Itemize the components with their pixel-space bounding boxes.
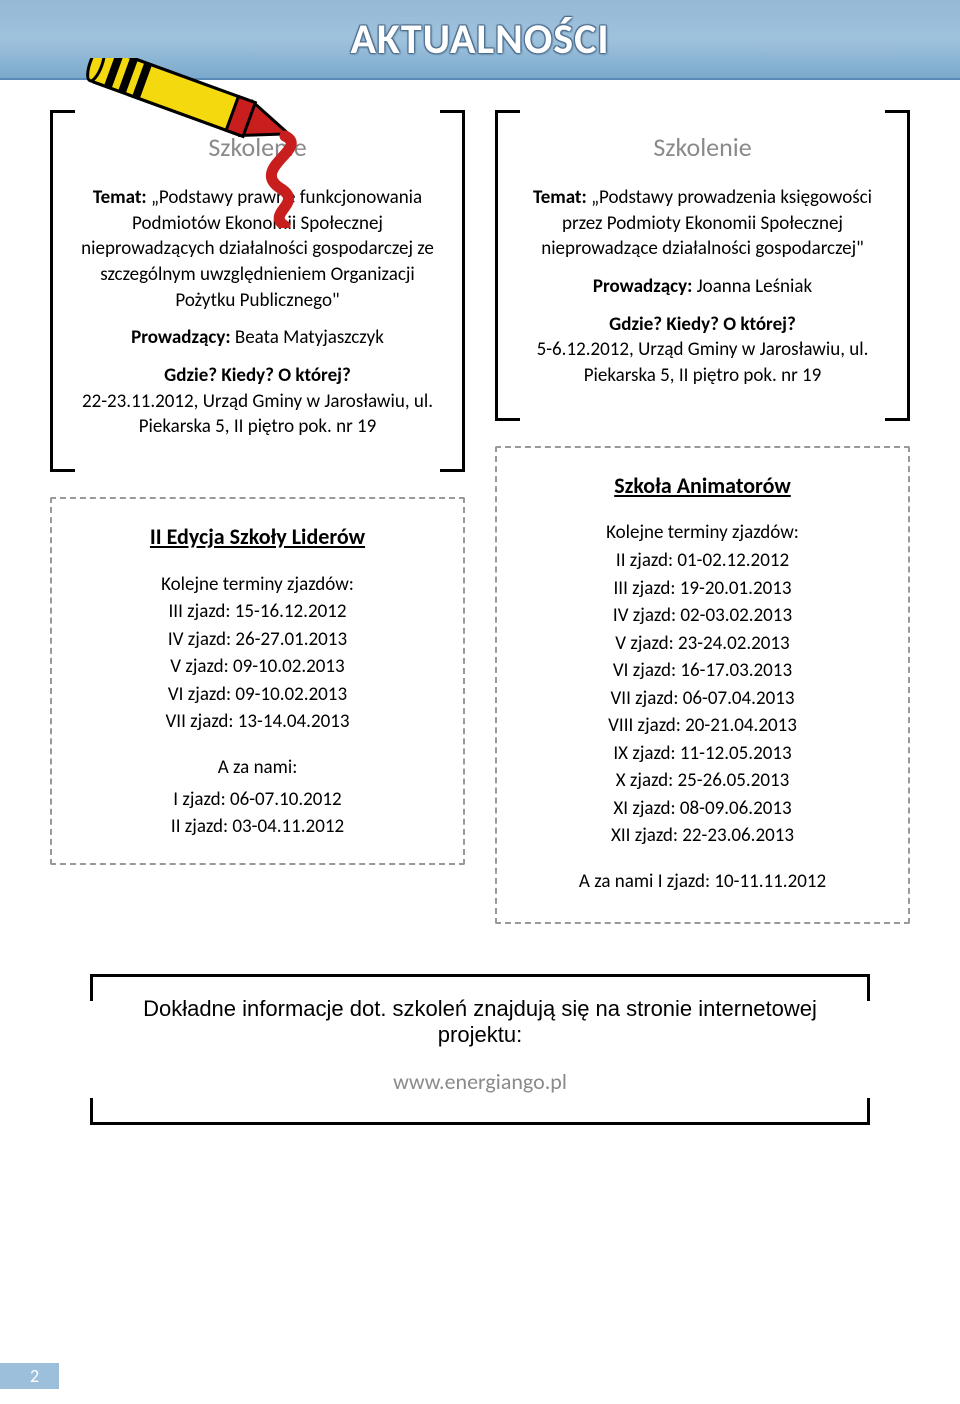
left-where: Gdzie? Kiedy? O której? 22-23.11.2012, U… [72,363,443,440]
page-title: AKTUALNOŚCI [350,14,609,65]
left-schedule-intro: Kolejne terminy zjazdów: [70,571,445,599]
right-subtitle: Szkolenie [517,130,888,165]
right-topic-text: „Podstawy prowadzenia księgowości przez … [541,186,872,260]
schedule-line: V zjazd: 09-10.02.2013 [70,653,445,681]
left-schedule-title: II Edycja Szkoły Liderów [70,521,445,553]
right-schedule-title: Szkoła Animatorów [515,470,890,502]
header-bar: AKTUALNOŚCI [0,0,960,80]
right-topic-label: Temat: [533,186,587,209]
right-presenter: Prowadzący: Joanna Leśniak [517,274,888,300]
schedule-line: X zjazd: 25-26.05.2013 [515,767,890,795]
schedule-line: IV zjazd: 02-03.02.2013 [515,602,890,630]
content-columns: Szkolenie Temat: „Podstawy prawne funkcj… [0,80,960,934]
left-column: Szkolenie Temat: „Podstawy prawne funkcj… [50,110,465,924]
right-where-text: 5-6.12.2012, Urząd Gminy w Jarosławiu, u… [537,338,869,387]
left-training-box: Szkolenie Temat: „Podstawy prawne funkcj… [50,110,465,472]
schedule-line: VI zjazd: 16-17.03.2013 [515,657,890,685]
left-topic-label: Temat: [93,186,147,209]
right-where-label: Gdzie? Kiedy? O której? [517,312,888,338]
schedule-line: VI zjazd: 09-10.02.2013 [70,681,445,709]
left-presenter-name: Beata Matyjaszczyk [235,326,384,349]
right-topic: Temat: „Podstawy prowadzenia księgowości… [517,185,888,262]
footer-note: Dokładne informacje dot. szkoleń znajduj… [90,974,870,1125]
schedule-line: VIII zjazd: 20-21.04.2013 [515,712,890,740]
schedule-line: VII zjazd: 06-07.04.2013 [515,685,890,713]
right-where: Gdzie? Kiedy? O której? 5-6.12.2012, Urz… [517,312,888,389]
schedule-line: I zjazd: 06-07.10.2012 [70,786,445,814]
left-presenter: Prowadzący: Beata Matyjaszczyk [72,325,443,351]
left-where-text: 22-23.11.2012, Urząd Gminy w Jarosławiu,… [82,390,433,439]
right-training-box: Szkolenie Temat: „Podstawy prowadzenia k… [495,110,910,421]
footer-text: Dokładne informacje dot. szkoleń znajduj… [130,996,830,1048]
left-presenter-label: Prowadzący: [131,326,230,349]
schedule-line: A za nami I zjazd: 10-11.11.2012 [515,868,890,896]
right-column: Szkolenie Temat: „Podstawy prowadzenia k… [495,110,910,924]
schedule-line: IV zjazd: 26-27.01.2013 [70,626,445,654]
schedule-line: V zjazd: 23-24.02.2013 [515,630,890,658]
schedule-line: XII zjazd: 22-23.06.2013 [515,822,890,850]
right-presenter-name: Joanna Leśniak [697,275,813,298]
left-past-label: A za nami: [70,754,445,782]
footer-url: www.energiango.pl [130,1068,830,1095]
left-subtitle: Szkolenie [72,130,443,165]
left-where-label: Gdzie? Kiedy? O której? [72,363,443,389]
right-schedule-intro: Kolejne terminy zjazdów: [515,519,890,547]
schedule-line: II zjazd: 03-04.11.2012 [70,813,445,841]
left-schedule-box: II Edycja Szkoły Liderów Kolejne terminy… [50,497,465,865]
schedule-line: II zjazd: 01-02.12.2012 [515,547,890,575]
right-presenter-label: Prowadzący: [593,275,692,298]
schedule-line: VII zjazd: 13-14.04.2013 [70,708,445,736]
schedule-line: IX zjazd: 11-12.05.2013 [515,740,890,768]
page: AKTUALNOŚCI Szkolenie Temat: „Podstawy p… [0,0,960,1404]
left-topic: Temat: „Podstawy prawne funkcjonowania P… [72,185,443,313]
schedule-line: III zjazd: 15-16.12.2012 [70,598,445,626]
right-schedule-box: Szkoła Animatorów Kolejne terminy zjazdó… [495,446,910,924]
schedule-line: XI zjazd: 08-09.06.2013 [515,795,890,823]
schedule-line: III zjazd: 19-20.01.2013 [515,575,890,603]
page-number: 2 [0,1363,59,1389]
